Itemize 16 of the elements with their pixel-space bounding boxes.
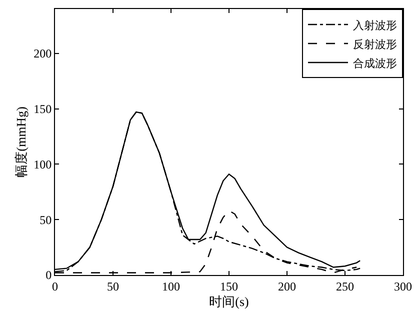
legend-label: 入射波形: [353, 18, 397, 32]
x-tick-label: 250: [336, 279, 354, 294]
x-tick-label: 50: [107, 279, 119, 294]
y-tick-label: 150: [34, 102, 52, 116]
y-axis-title: 幅度(mmHg): [14, 106, 29, 178]
x-tick-label: 100: [162, 279, 180, 294]
x-tick-label: 300: [394, 279, 412, 294]
legend-label: 合成波形: [353, 56, 397, 70]
x-tick-label: 200: [278, 279, 296, 294]
y-tick-label: 200: [34, 46, 52, 61]
y-tick-label: 100: [34, 157, 52, 172]
legend-label: 反射波形: [353, 38, 397, 51]
y-tick-label: 50: [40, 212, 52, 227]
x-axis-title: 时间(s): [209, 294, 249, 309]
y-tick-label: 0: [46, 268, 52, 282]
x-tick-label: 150: [220, 279, 238, 294]
